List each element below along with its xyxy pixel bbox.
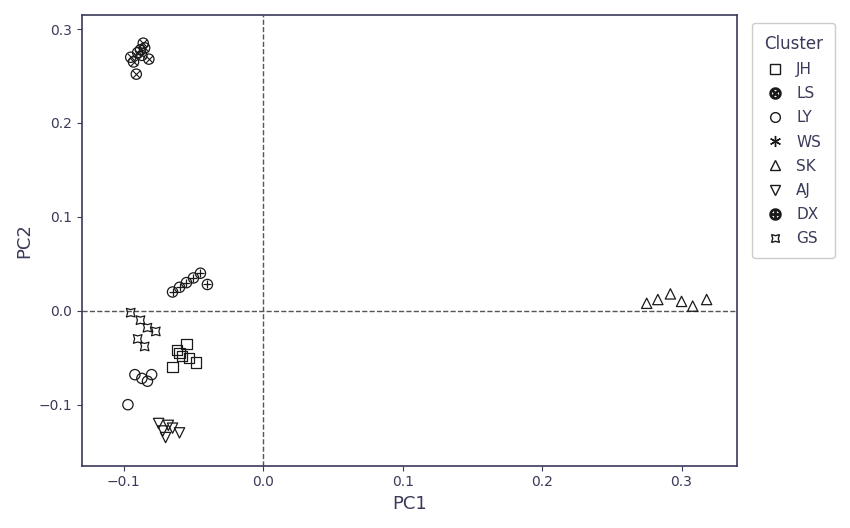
Point (135, 51, 149, 60)
Point (299, 350, 313, 358)
Point (142, 55, 156, 63)
Point (135, 374, 149, 383)
Point (129, 70, 143, 78)
Point (640, 299, 654, 307)
Point (296, 352, 309, 360)
Point (166, 424, 179, 432)
Point (183, 354, 196, 362)
Point (187, 274, 201, 282)
Point (651, 295, 665, 304)
Point (137, 39, 150, 48)
Point (156, 427, 170, 435)
Point (144, 371, 158, 379)
Point (129, 70, 143, 78)
Point (686, 302, 700, 310)
Point (133, 45, 147, 54)
Point (187, 274, 201, 282)
Point (166, 363, 179, 371)
Point (127, 58, 140, 66)
Point (179, 340, 193, 348)
Point (664, 290, 677, 298)
Point (131, 335, 145, 343)
Point (190, 358, 203, 366)
Point (128, 371, 142, 379)
Point (133, 316, 147, 324)
Point (166, 288, 179, 296)
Y-axis label: PC2: PC2 (15, 223, 33, 258)
Point (128, 330, 142, 338)
Point (152, 419, 166, 428)
Point (307, 358, 320, 366)
Point (121, 400, 134, 409)
Legend: JH, LS, LY, WS, SK, AJ, DX, GS: JH, LS, LY, WS, SK, AJ, DX, GS (751, 23, 835, 258)
Point (124, 53, 138, 61)
Point (144, 324, 158, 332)
X-axis label: PC1: PC1 (392, 495, 427, 513)
Point (152, 327, 166, 336)
Point (131, 49, 145, 57)
Point (127, 58, 140, 66)
Point (173, 283, 186, 291)
Point (140, 377, 154, 385)
Point (138, 44, 151, 52)
Point (194, 269, 207, 277)
Point (173, 283, 186, 291)
Point (138, 320, 151, 329)
Point (194, 269, 207, 277)
Point (138, 342, 151, 351)
Point (148, 318, 162, 326)
Point (149, 327, 162, 336)
Point (170, 346, 184, 354)
Point (201, 280, 214, 289)
Point (133, 335, 147, 343)
Point (162, 421, 175, 430)
Point (303, 354, 316, 362)
Point (175, 352, 189, 360)
Point (700, 295, 713, 304)
Point (292, 355, 305, 364)
Point (137, 39, 150, 48)
Point (173, 349, 186, 357)
Point (140, 324, 154, 332)
Point (287, 349, 301, 357)
Point (142, 325, 156, 334)
Point (159, 433, 173, 442)
Point (138, 44, 151, 52)
Point (675, 297, 688, 306)
Point (142, 55, 156, 63)
Point (201, 280, 214, 289)
Point (135, 51, 149, 60)
Point (179, 278, 193, 287)
Point (124, 53, 138, 61)
Point (124, 308, 138, 317)
Point (173, 429, 186, 437)
Point (166, 288, 179, 296)
Point (179, 278, 193, 287)
Point (133, 45, 147, 54)
Point (131, 49, 145, 57)
Point (131, 314, 145, 323)
